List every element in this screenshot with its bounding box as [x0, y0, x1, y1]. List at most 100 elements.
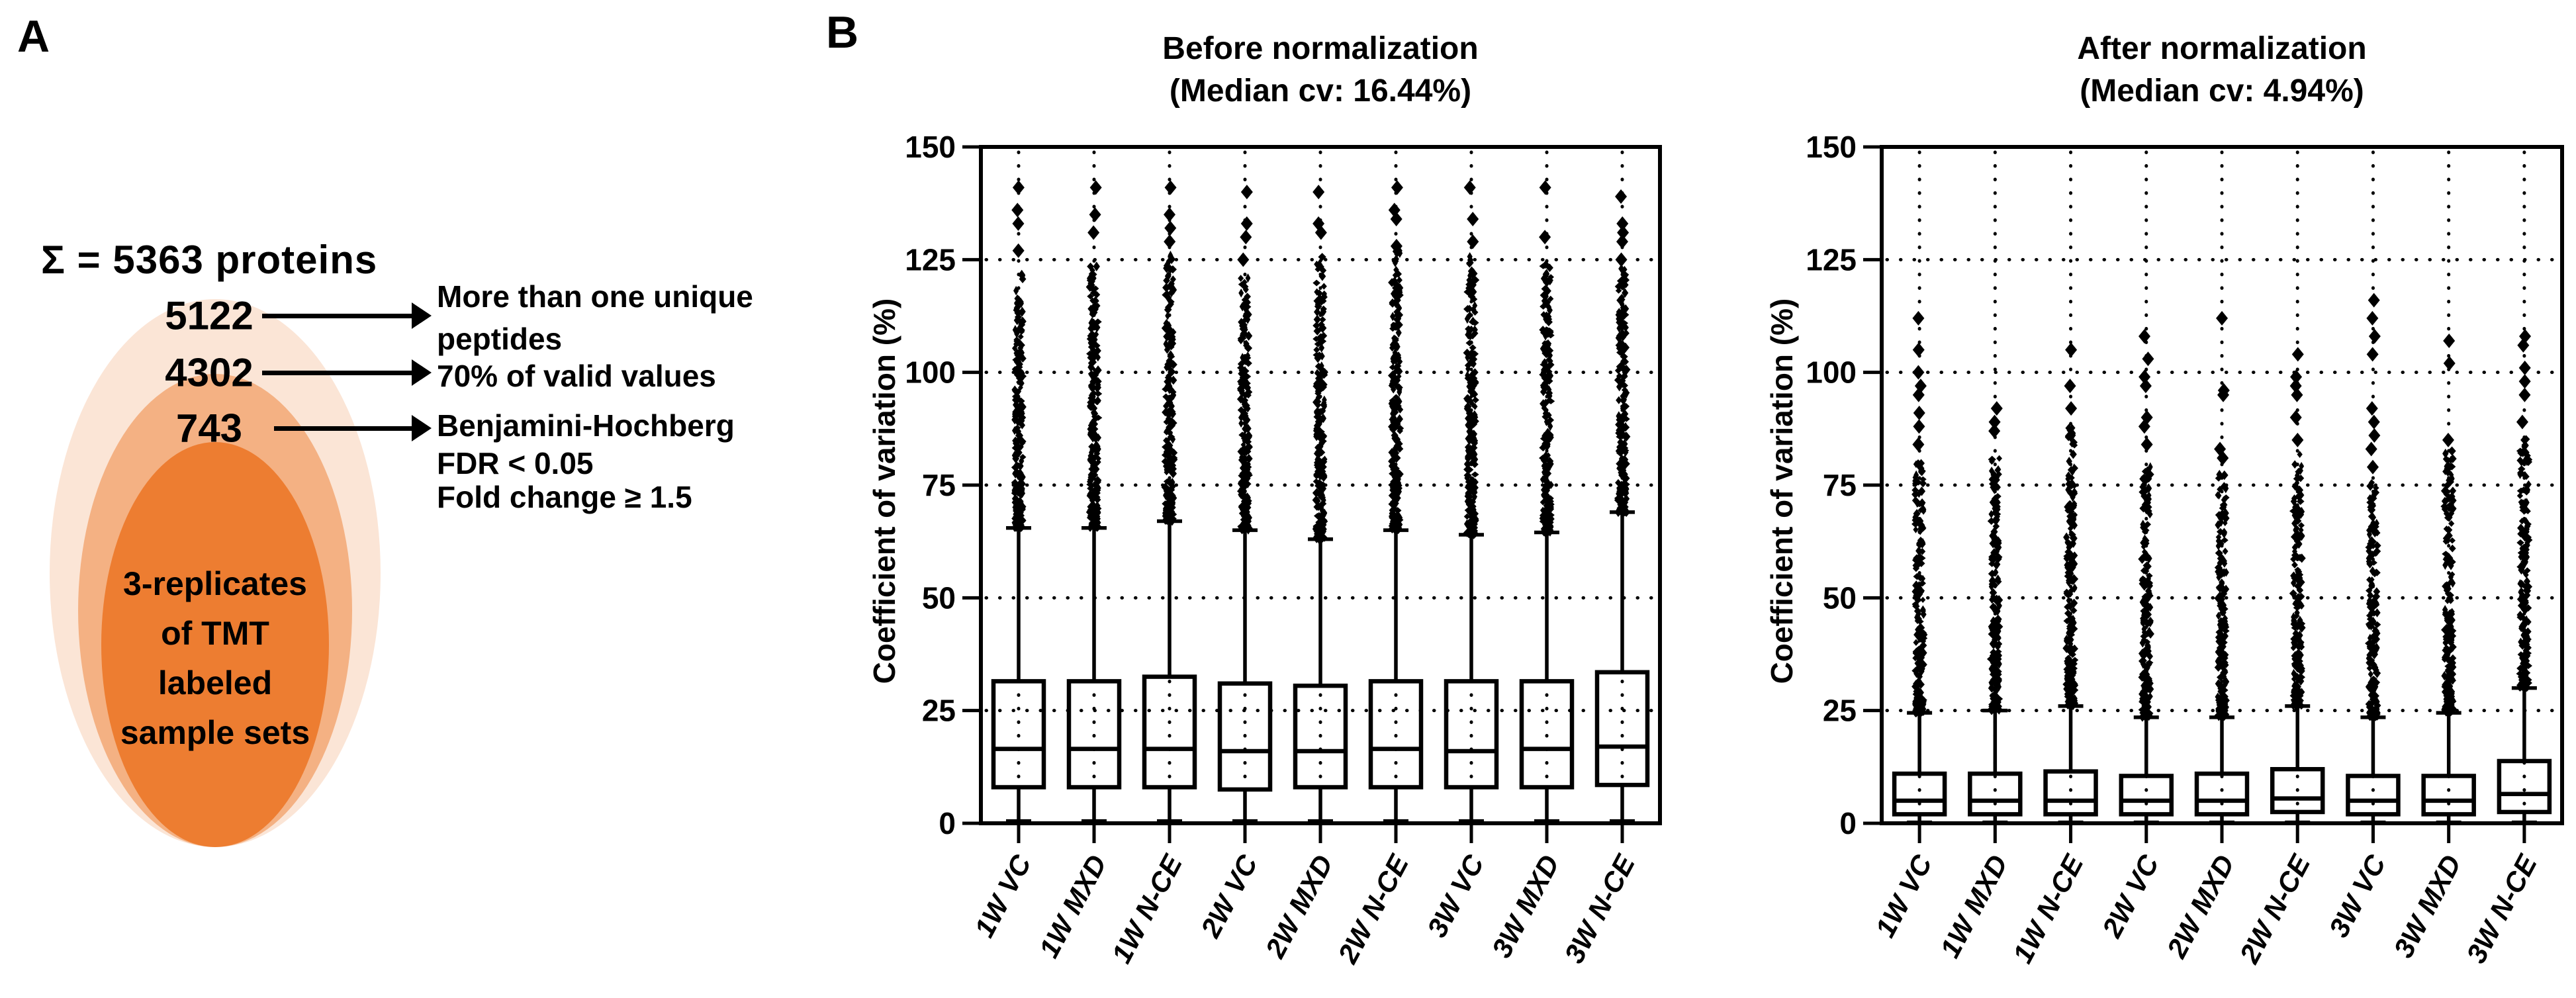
- outlier-point: [1913, 525, 1919, 533]
- outlier-point: [2290, 645, 2297, 651]
- outlier-point: [1465, 371, 1470, 381]
- outlier-point: [1919, 479, 1927, 488]
- outlier-point: [1912, 387, 1925, 402]
- outlier-point: [2519, 448, 2525, 456]
- outlier-point: [1169, 419, 1177, 427]
- outlier-point: [1547, 528, 1553, 535]
- outlier-point: [2147, 592, 2154, 600]
- outlier-point: [1240, 435, 1248, 442]
- outlier-point: [2065, 401, 2078, 416]
- outlier-point: [2368, 500, 2376, 508]
- outlier-point: [1393, 465, 1400, 473]
- outlier-point: [2367, 590, 2374, 600]
- outlier-point: [2448, 471, 2454, 479]
- outlier-point: [2219, 709, 2226, 719]
- outlier-point: [2448, 504, 2457, 514]
- outlier-point: [2145, 494, 2152, 504]
- outlier-point: [1245, 474, 1251, 482]
- outliers-3W MXD: [1539, 180, 1555, 537]
- box-outline: [1892, 771, 1947, 817]
- outlier-point: [1913, 572, 1921, 580]
- outlier-point: [1165, 490, 1172, 499]
- outlier-point: [1622, 483, 1630, 493]
- outlier-point: [1917, 555, 1926, 562]
- outlier-point: [2368, 329, 2381, 344]
- outlier-point: [2216, 681, 2225, 690]
- outlier-point: [2140, 473, 2148, 480]
- outlier-point: [1543, 277, 1551, 287]
- panel-a-label: A: [17, 11, 50, 62]
- outlier-point: [1988, 582, 1994, 591]
- outlier-point: [2142, 351, 2154, 367]
- outlier-point: [1622, 431, 1631, 442]
- outlier-point: [2216, 469, 2223, 480]
- outlier-point: [1543, 441, 1549, 450]
- outlier-point: [2365, 621, 2373, 627]
- outlier-point: [2368, 550, 2377, 559]
- box-2W N-CE: [2270, 766, 2325, 815]
- outlier-point: [1018, 379, 1025, 388]
- outlier-point: [1017, 355, 1027, 361]
- outlier-point: [1389, 470, 1397, 477]
- box-outlines: [991, 670, 1650, 792]
- box-fills: [993, 672, 1647, 790]
- outlier-point: [2291, 686, 2298, 695]
- outlier-point: [1547, 502, 1554, 512]
- outlier-point: [2524, 631, 2530, 641]
- box-outline: [991, 679, 1046, 790]
- outlier-point: [1162, 386, 1170, 393]
- outlier-point: [2215, 541, 2221, 551]
- box-fill: [1970, 774, 2021, 815]
- outlier-point: [2140, 614, 2146, 623]
- outlier-point: [2522, 615, 2528, 625]
- outlier-point: [2064, 668, 2072, 676]
- outlier-point: [1620, 459, 1628, 467]
- outlier-point: [2449, 455, 2456, 463]
- outlier-point: [2296, 594, 2303, 602]
- outlier-point: [2373, 599, 2379, 608]
- outlier-point: [2291, 654, 2299, 664]
- outlier-point: [1914, 379, 1927, 394]
- outlier-point: [1019, 486, 1025, 494]
- outlier-point: [1616, 396, 1622, 404]
- outlier-point: [1618, 502, 1626, 512]
- outlier-point: [1395, 525, 1403, 533]
- outlier-point: [1314, 379, 1323, 388]
- outlier-point: [2442, 448, 2449, 459]
- outlier-point: [2295, 508, 2303, 518]
- outlier-point: [2145, 659, 2154, 666]
- box-1W MXD: [1066, 679, 1122, 790]
- outlier-point: [1994, 668, 2002, 676]
- arrow-shaft: [274, 426, 414, 431]
- outlier-point: [2371, 488, 2380, 497]
- outlier-point: [2516, 487, 2526, 494]
- outlier-point: [1019, 453, 1027, 461]
- outlier-point: [2296, 630, 2303, 641]
- box-3W VC: [1444, 679, 1499, 790]
- outlier-point: [1013, 358, 1020, 366]
- outlier-point: [1911, 556, 1919, 564]
- outlier-point: [1011, 464, 1018, 471]
- outlier-point: [1548, 459, 1554, 469]
- outlier-point: [2446, 476, 2452, 484]
- outlier-point: [1313, 296, 1322, 306]
- outlier-point: [2140, 619, 2146, 625]
- outlier-point: [2524, 662, 2532, 669]
- outlier-point: [1994, 513, 2001, 520]
- outlier-point: [2373, 628, 2381, 639]
- outlier-point: [2143, 579, 2150, 588]
- outlier-point: [1989, 539, 1998, 549]
- outlier-point: [1622, 323, 1629, 332]
- outlier-point: [2063, 588, 2070, 596]
- outlier-point: [1471, 516, 1479, 525]
- outlier-point: [2520, 436, 2527, 444]
- outlier-point: [1242, 448, 1250, 455]
- outlier-point: [1620, 357, 1627, 365]
- outlier-point: [1161, 457, 1170, 466]
- outlier-point: [1617, 225, 1630, 240]
- outlier-point: [2373, 707, 2381, 718]
- outlier-point: [1391, 491, 1397, 502]
- outlier-point: [1245, 404, 1251, 413]
- outlier-point: [1166, 435, 1172, 442]
- outlier-point: [1167, 350, 1174, 360]
